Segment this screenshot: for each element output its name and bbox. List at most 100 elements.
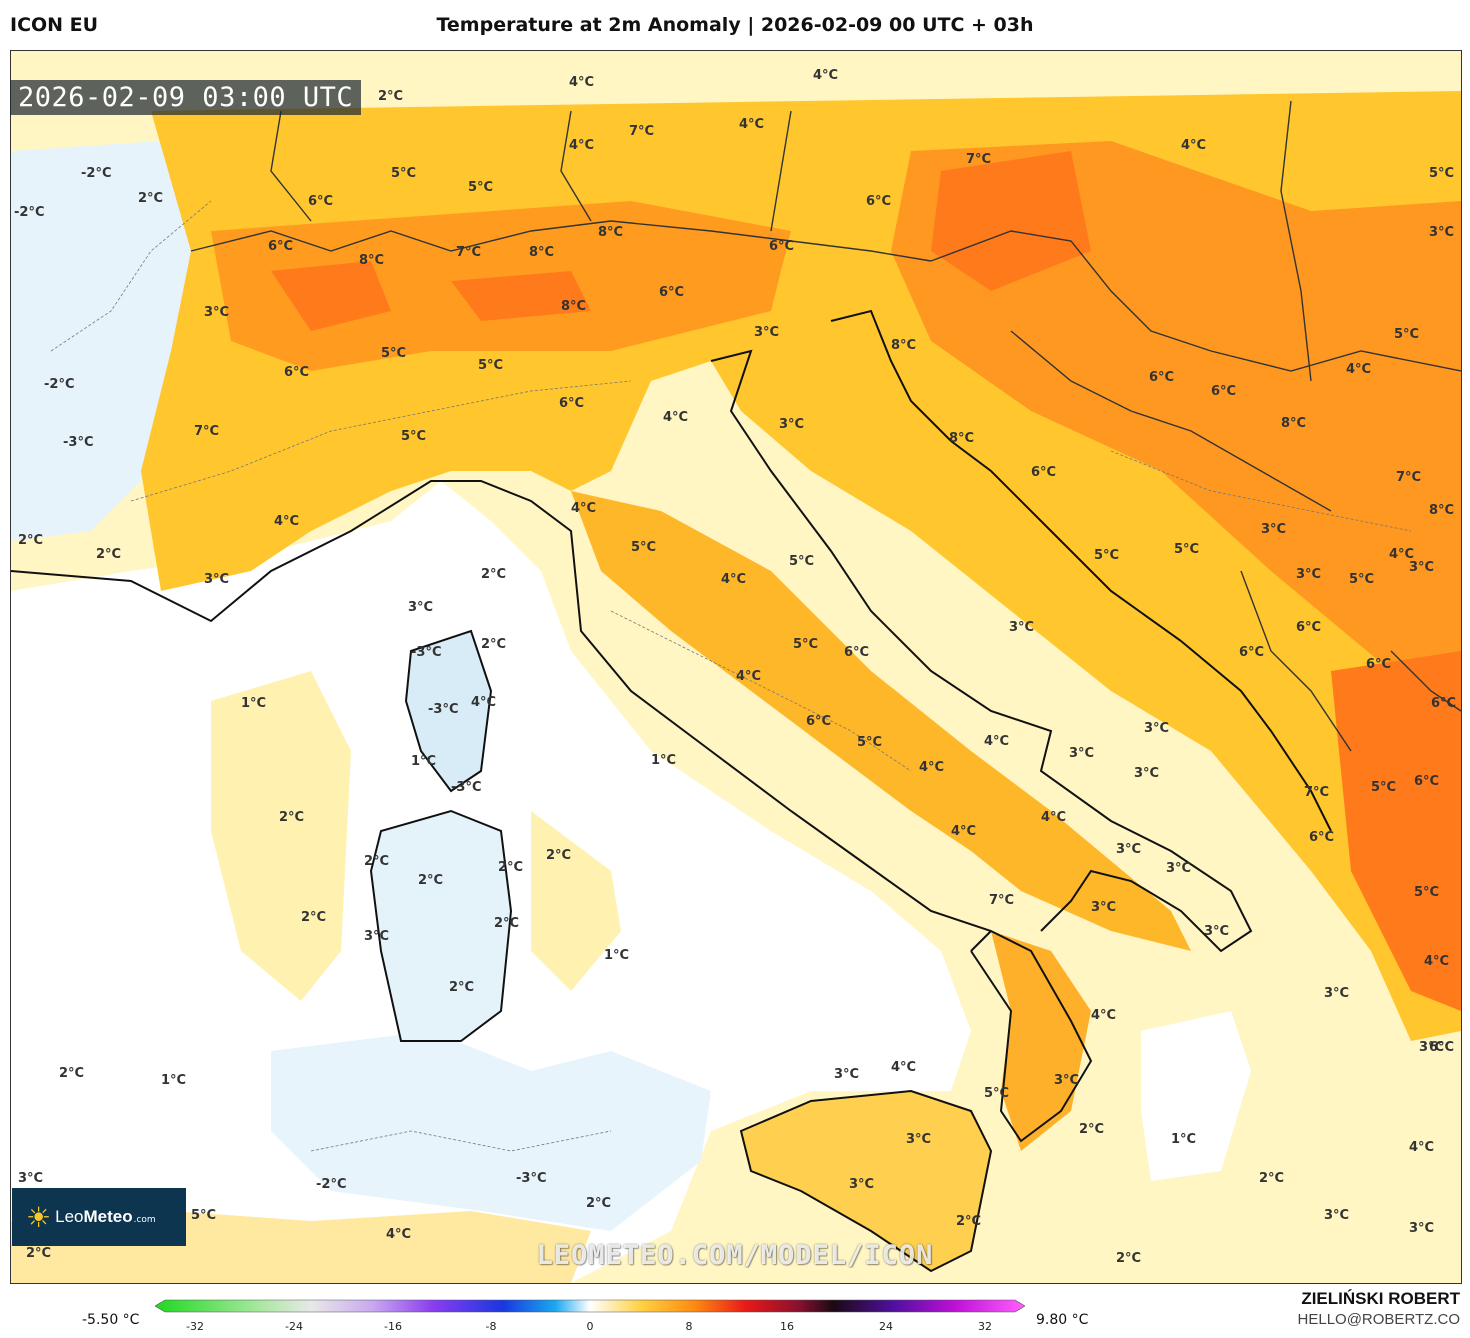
greece-hot-zone (1331, 651, 1461, 1011)
temp-label: 3°C (1009, 620, 1034, 635)
temp-label: 6°C (1296, 620, 1321, 635)
scale-min-label: -5.50 °C (82, 1312, 140, 1328)
temp-label: 3°C (779, 417, 804, 432)
temp-label: 4°C (386, 1227, 411, 1242)
temp-label: 2°C (586, 1196, 611, 1211)
temp-label: 4°C (1409, 1140, 1434, 1155)
temp-label: 5°C (1349, 572, 1374, 587)
south-sea-cold-patch (271, 1031, 711, 1231)
temp-label: 5°C (789, 554, 814, 569)
temp-label: 3°C (1296, 567, 1321, 582)
temp-label: 6°C (1431, 696, 1456, 711)
temp-label: 4°C (1181, 138, 1206, 153)
temp-label: 7°C (1396, 470, 1421, 485)
temp-label: 8°C (1281, 416, 1306, 431)
temp-label: 6°C (1031, 465, 1056, 480)
author-email[interactable]: HELLO@ROBERTZ.CO (1297, 1311, 1460, 1328)
temp-label: 2°C (96, 547, 121, 562)
temp-label: 2°C (1259, 1171, 1284, 1186)
logo-domain: .com (133, 1215, 156, 1225)
temp-label: 4°C (1091, 1008, 1116, 1023)
sicily-land (741, 1091, 991, 1271)
temp-label: 2°C (449, 980, 474, 995)
temp-label: 6°C (1211, 384, 1236, 399)
temp-label: 3°C (906, 1132, 931, 1147)
logo-text: LeoMeteo (55, 1207, 133, 1226)
map-title: Temperature at 2m Anomaly | 2026-02-09 0… (436, 14, 1034, 36)
temp-label: 2°C (364, 854, 389, 869)
temp-label: 2°C (1116, 1251, 1141, 1266)
temp-label: 5°C (857, 735, 882, 750)
temp-label: 3°C (1134, 766, 1159, 781)
temp-label: 4°C (891, 1060, 916, 1075)
scale-tick: 32 (978, 1320, 992, 1333)
temp-label: 4°C (736, 669, 761, 684)
temp-label: 6°C (284, 365, 309, 380)
temp-label: 4°C (1041, 810, 1066, 825)
temp-label: 2°C (138, 191, 163, 206)
temp-label: 2°C (59, 1066, 84, 1081)
temp-label: 2°C (481, 637, 506, 652)
temp-label: 2°C (1079, 1122, 1104, 1137)
temp-label: 3°C (849, 1177, 874, 1192)
temp-label: 1°C (1171, 1132, 1196, 1147)
temp-label: 1°C (604, 948, 629, 963)
temp-label: 6°C (268, 239, 293, 254)
temp-label: -2°C (14, 205, 44, 220)
temp-label: 3°C (1429, 225, 1454, 240)
temp-label: 7°C (989, 893, 1014, 908)
leometeo-logo[interactable]: ☀ LeoMeteo .com (12, 1188, 186, 1246)
temp-label: -3°C (516, 1171, 546, 1186)
scale-tick: 24 (879, 1320, 893, 1333)
temp-label: 5°C (401, 429, 426, 444)
temp-label: 5°C (793, 637, 818, 652)
temp-label: 5°C (984, 1086, 1009, 1101)
temp-label: 7°C (194, 424, 219, 439)
temp-label: 8°C (891, 338, 916, 353)
temp-label: 7°C (629, 124, 654, 139)
temp-label: 8°C (949, 431, 974, 446)
temp-label: 3°C (1144, 721, 1169, 736)
temp-label: 7°C (456, 245, 481, 260)
temp-label: 5°C (478, 358, 503, 373)
temp-label: 6°C (308, 194, 333, 209)
temp-label: 4°C (984, 734, 1009, 749)
temp-label: 4°C (663, 410, 688, 425)
temp-label: 8°C (1429, 503, 1454, 518)
scale-tick: -8 (486, 1320, 497, 1333)
scale-tick: 8 (686, 1320, 693, 1333)
temp-label: 8°C (529, 245, 554, 260)
temp-label: 2°C (378, 89, 403, 104)
temp-label: 2°C (26, 1246, 51, 1261)
temp-label: -2°C (316, 1177, 346, 1192)
temp-label: 5°C (1094, 548, 1119, 563)
temp-label: 4°C (1346, 362, 1371, 377)
temp-label: 3°C (1324, 986, 1349, 1001)
temp-label: 6°C (1309, 830, 1334, 845)
scale-tick: 0 (587, 1320, 594, 1333)
temp-label: 3°C (1166, 861, 1191, 876)
temp-label: 5°C (1429, 166, 1454, 181)
temp-label: 2°C (18, 533, 43, 548)
temp-label: 2°C (494, 916, 519, 931)
temp-label: 2°C (481, 567, 506, 582)
temp-label: 7°C (1304, 785, 1329, 800)
temp-label: 3°C (1054, 1073, 1079, 1088)
temp-label: 6°C (1239, 645, 1264, 660)
temp-label: 3°C (1116, 842, 1141, 857)
scale-tick: -24 (285, 1320, 303, 1333)
alps-hot-spot-1 (271, 261, 391, 331)
temp-label: 1°C (161, 1073, 186, 1088)
temp-label: 3°C (1409, 560, 1434, 575)
temp-label: 3°C (1204, 924, 1229, 939)
anomaly-field: 2°C 4°C 4°C 7°C 4°C 4°C 7°C 4°C 5°C -2°C… (11, 51, 1461, 1283)
temp-label: 3°C (1409, 1221, 1434, 1236)
model-name: ICON EU (10, 14, 99, 36)
temp-label: 6°C (1429, 1040, 1454, 1055)
contour-lines (50, 200, 1412, 1152)
temp-label: 3°C (1069, 746, 1094, 761)
map-area[interactable]: 2°C 4°C 4°C 7°C 4°C 4°C 7°C 4°C 5°C -2°C… (10, 50, 1462, 1284)
temp-label: 5°C (631, 540, 656, 555)
ionian-white-zone (1141, 1011, 1251, 1181)
temp-label: 3°C (834, 1067, 859, 1082)
